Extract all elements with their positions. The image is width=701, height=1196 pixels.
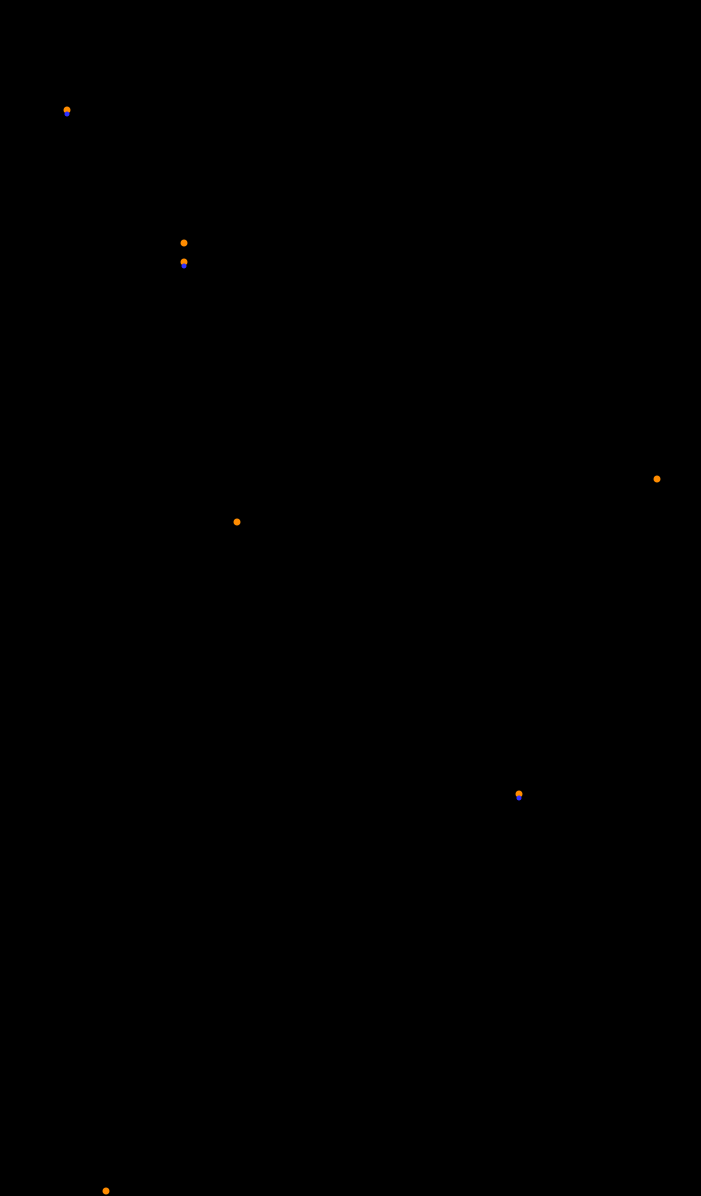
scatter-plot xyxy=(0,0,701,1196)
scatter-point xyxy=(182,264,187,269)
scatter-point xyxy=(234,519,241,526)
scatter-point xyxy=(65,112,70,117)
scatter-point xyxy=(517,796,522,801)
scatter-point xyxy=(654,476,661,483)
scatter-point xyxy=(181,240,188,247)
scatter-point xyxy=(103,1188,110,1195)
